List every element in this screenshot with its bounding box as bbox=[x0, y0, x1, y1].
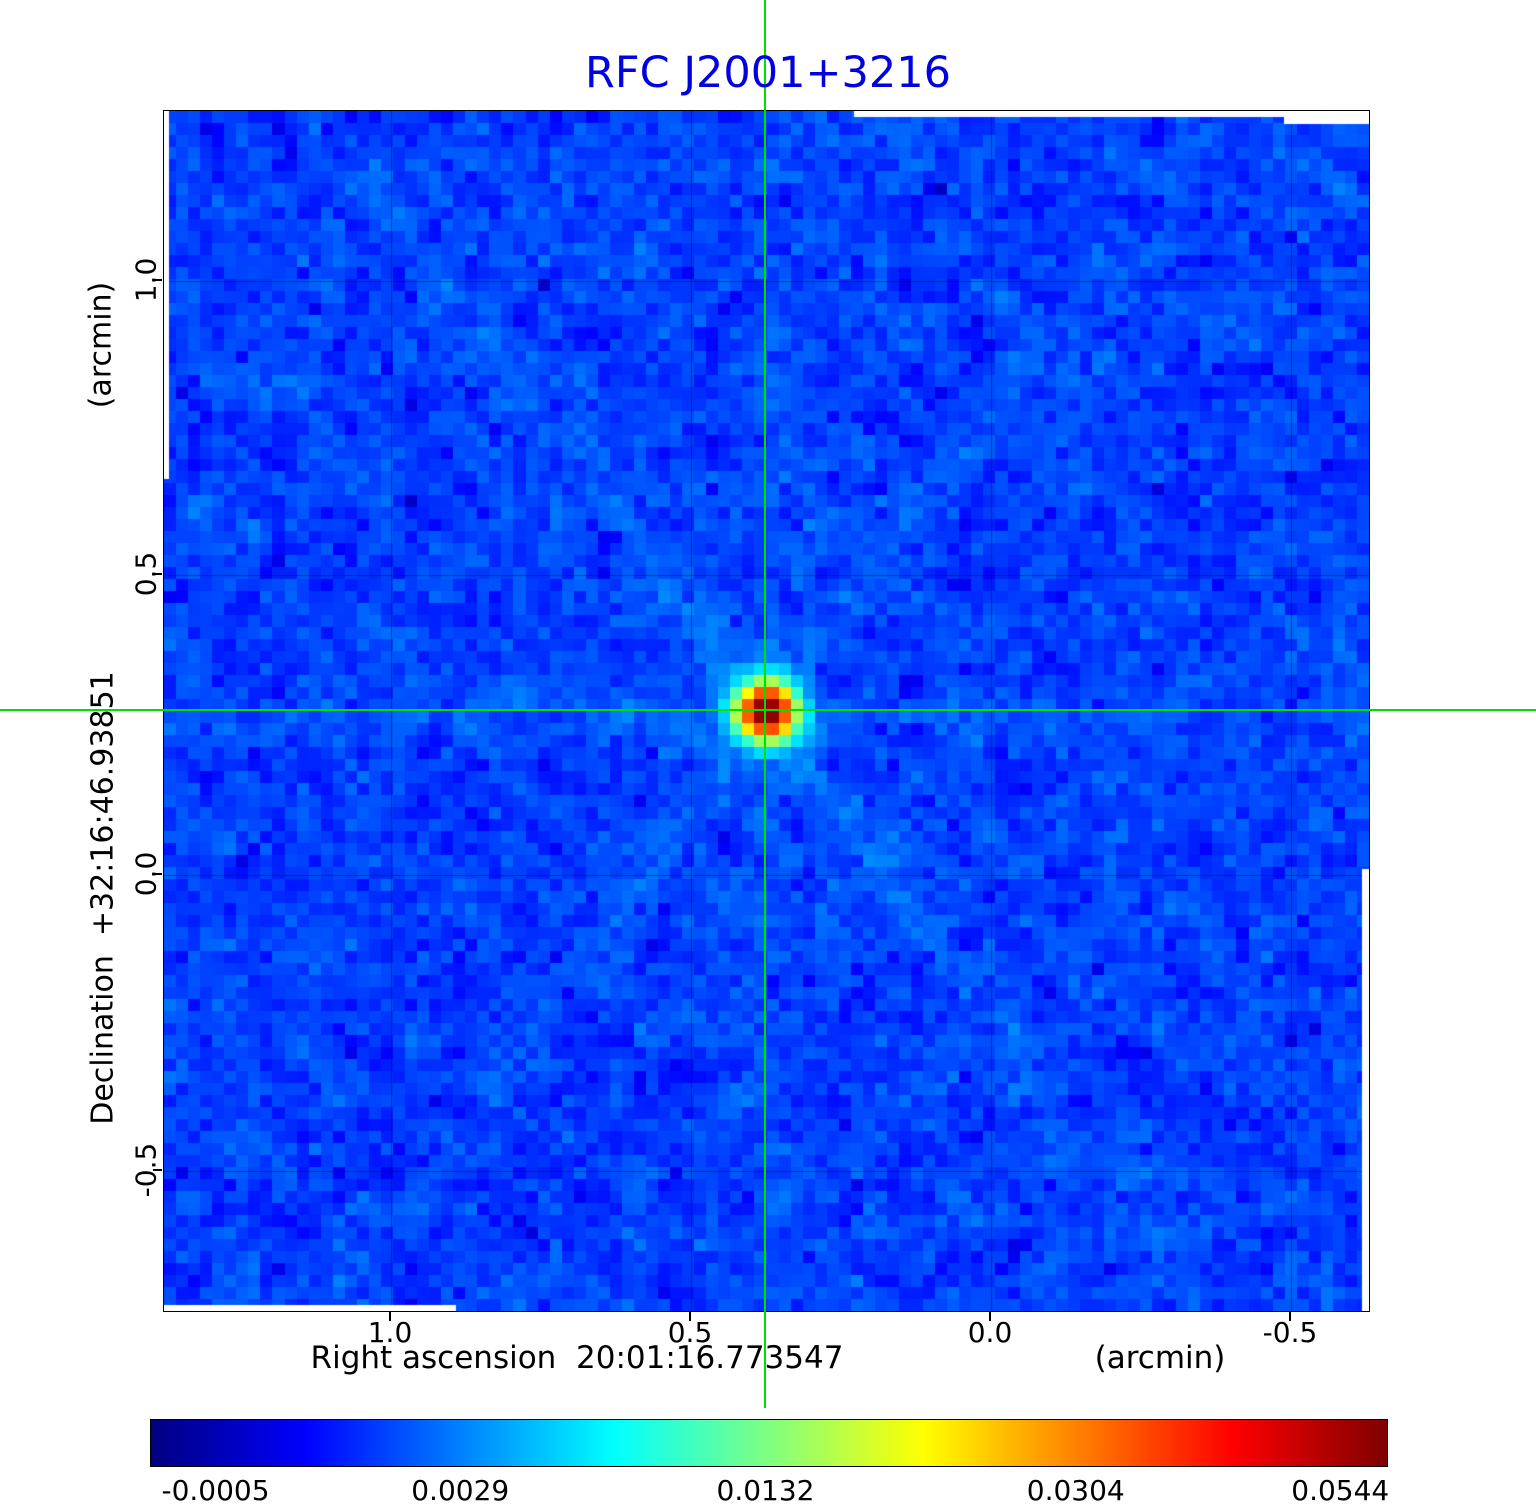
colorbar-tick-label: -0.0005 bbox=[161, 1474, 270, 1507]
crosshair-horizontal-line bbox=[0, 709, 1536, 711]
y-axis-tick-mark bbox=[153, 573, 162, 576]
x-tick-label: -0.5 bbox=[1262, 1316, 1318, 1349]
x-axis-tick-mark bbox=[388, 1312, 391, 1321]
page-title: RFC J2001+3216 bbox=[585, 48, 951, 98]
x-axis-tick-mark bbox=[688, 1312, 691, 1321]
y-axis-tick-mark bbox=[153, 1168, 162, 1171]
x-tick-label: 0.0 bbox=[967, 1316, 1013, 1349]
colorbar-tick-label: 0.0132 bbox=[716, 1474, 815, 1507]
colorbar-tick-label: 0.0029 bbox=[411, 1474, 510, 1507]
heatmap-canvas bbox=[164, 111, 1369, 1311]
x-axis-tick-mark bbox=[988, 1312, 991, 1321]
y-axis-tick-mark bbox=[153, 873, 162, 876]
y-axis-unit-label: (arcmin) bbox=[83, 281, 119, 409]
crosshair-vertical-line bbox=[764, 0, 766, 1408]
y-axis-tick-mark bbox=[153, 279, 162, 282]
colorbar-tick-label: 0.0544 bbox=[1291, 1474, 1390, 1507]
x-tick-label: 0.5 bbox=[667, 1316, 713, 1349]
x-axis-label: Right ascension 20:01:16.773547 bbox=[310, 1340, 844, 1376]
plot-area bbox=[163, 110, 1370, 1312]
colorbar bbox=[150, 1419, 1388, 1467]
x-axis-unit-label: (arcmin) bbox=[1094, 1340, 1226, 1376]
colorbar-tick-label: 0.0304 bbox=[1026, 1474, 1125, 1507]
y-axis-label: Declination +32:16:46.93851 bbox=[85, 671, 121, 1125]
x-axis-tick-mark bbox=[1288, 1312, 1291, 1321]
x-tick-label: 1.0 bbox=[367, 1316, 413, 1349]
